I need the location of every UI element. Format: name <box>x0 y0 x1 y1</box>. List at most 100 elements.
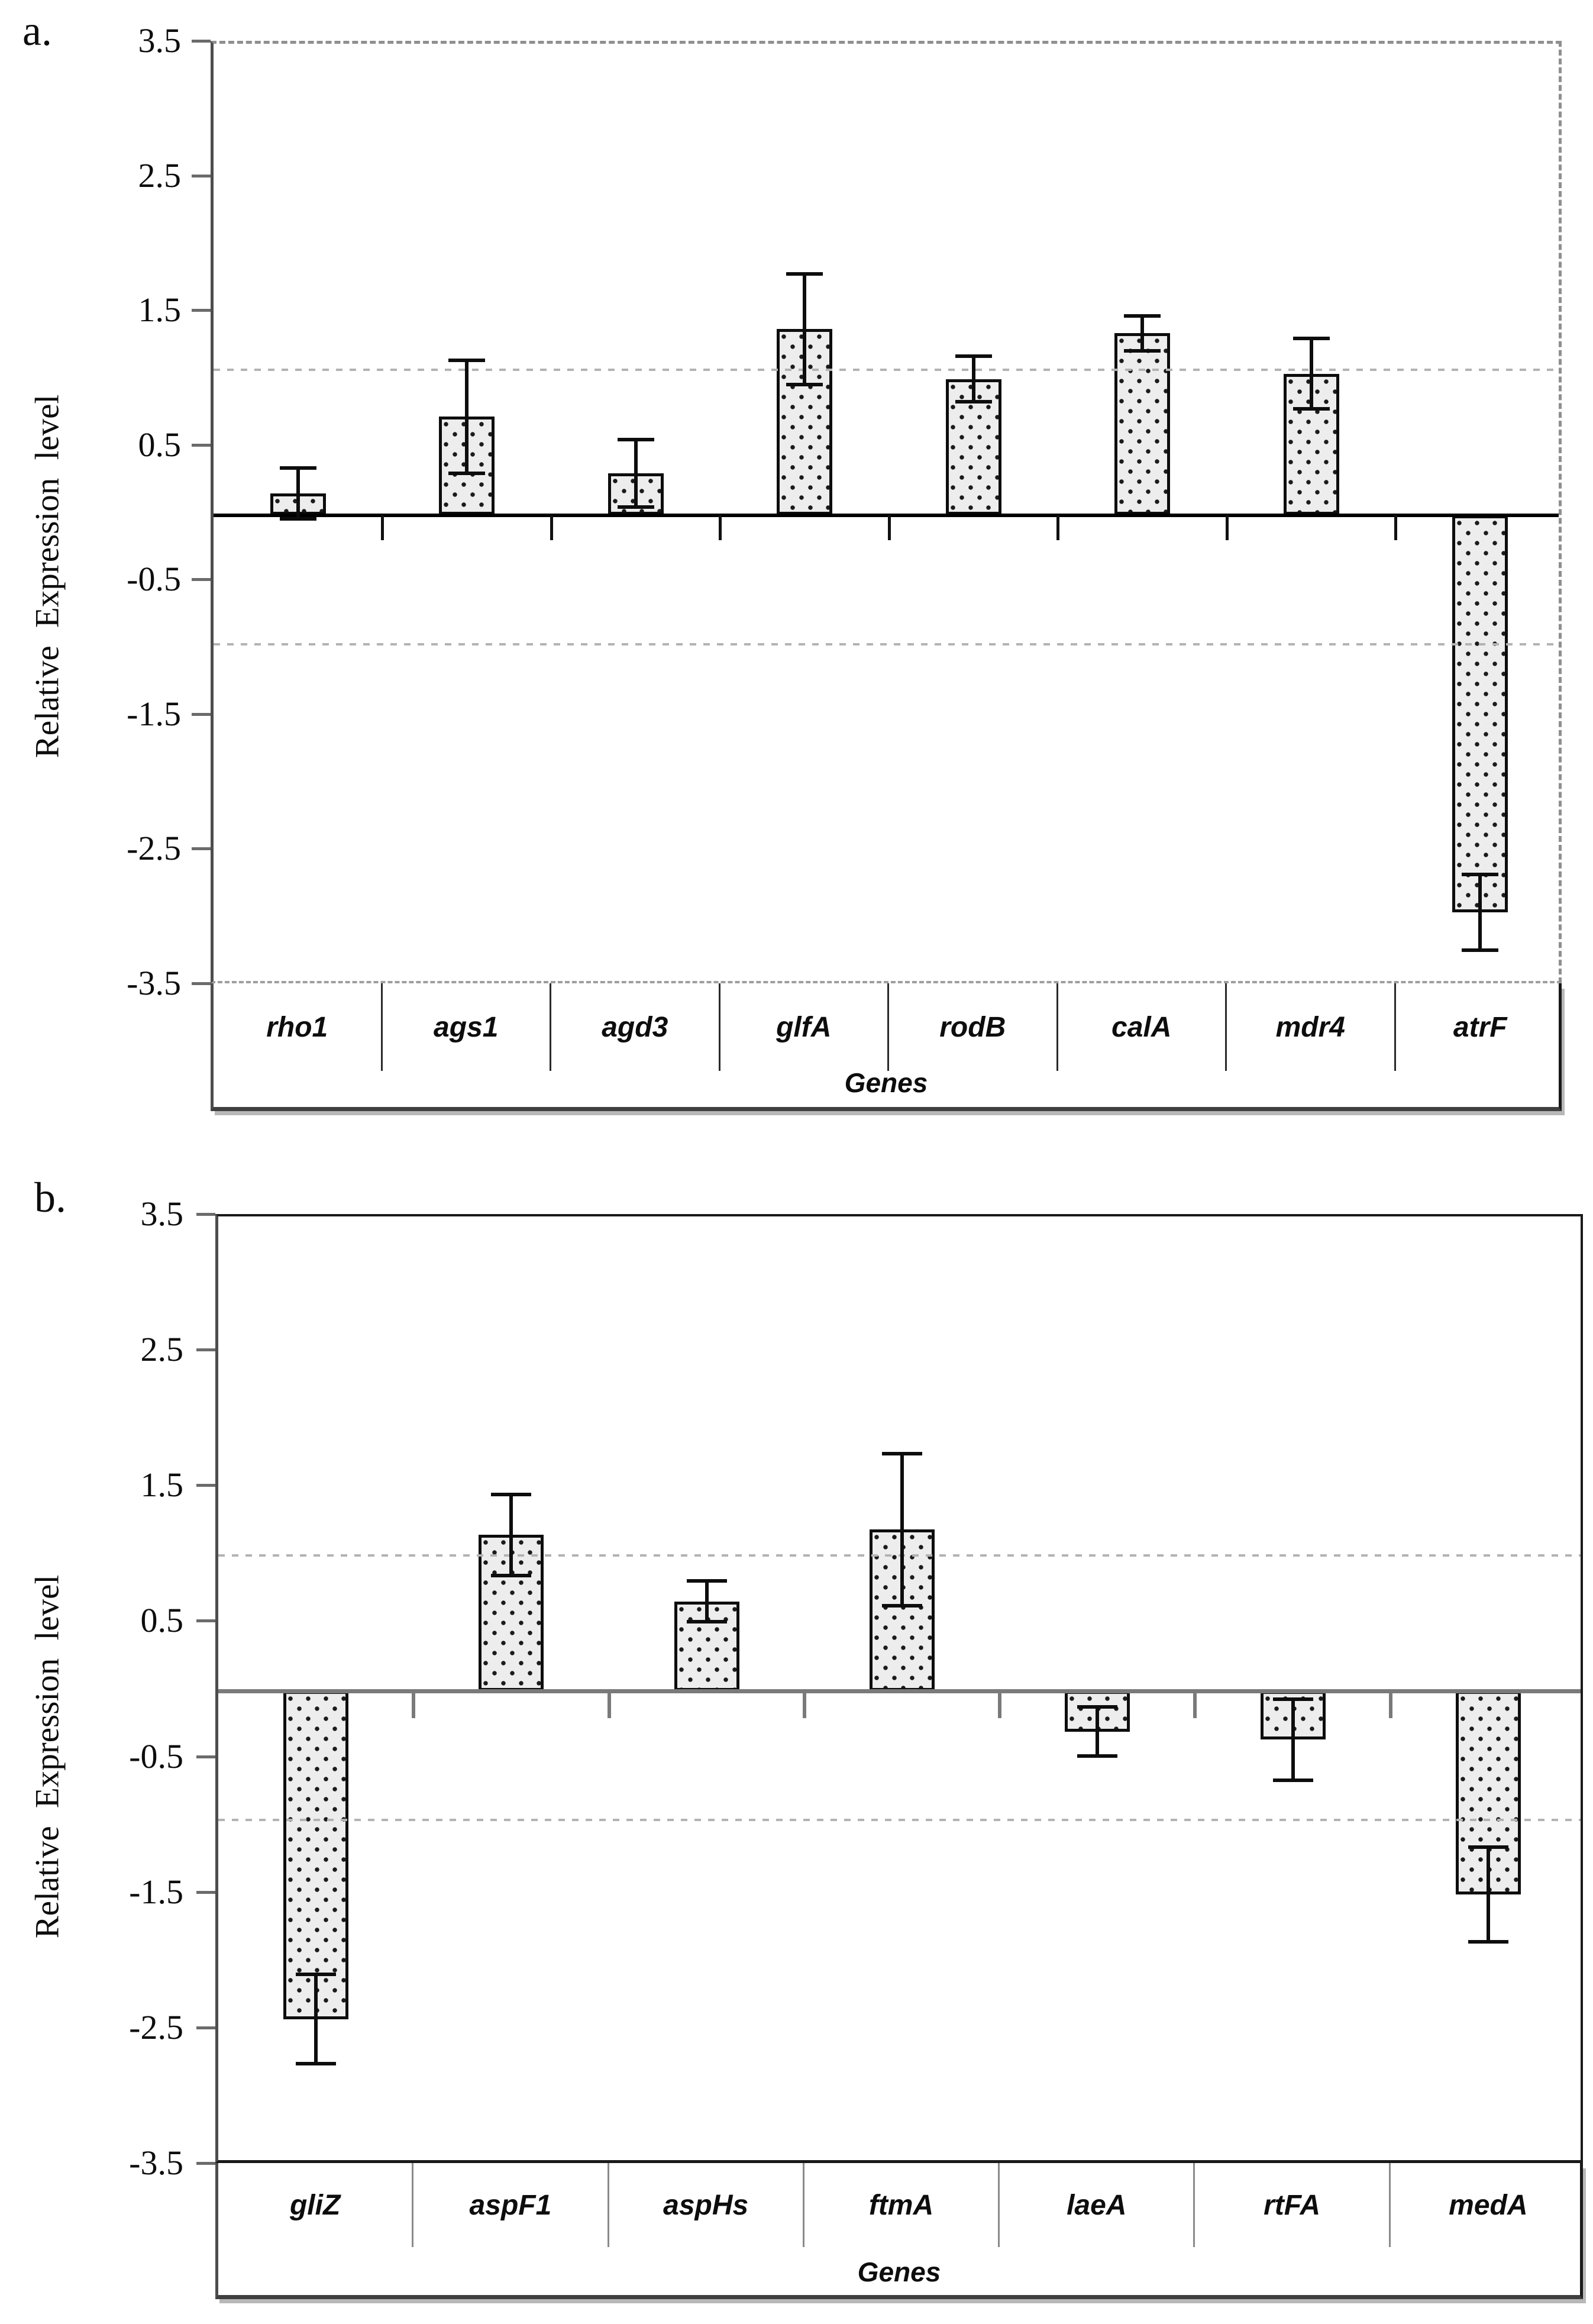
gene-label-rodB: rodB <box>939 1011 1006 1043</box>
x-axis-baseline <box>214 513 1559 517</box>
x-axis-title: Genes <box>844 1067 928 1098</box>
gene-cell-rtFA: rtFA <box>1195 2163 1391 2247</box>
x-axis-tick <box>550 515 553 540</box>
x-axis-tick <box>1394 515 1397 540</box>
error-bar-glfA <box>803 274 807 385</box>
error-cap-top-aspHs <box>686 1579 727 1583</box>
plot-area <box>215 1214 1583 2163</box>
error-cap-bottom-atrF <box>1462 948 1499 952</box>
error-bar-rodB <box>971 356 975 402</box>
panel-letter-a: a. <box>22 7 52 54</box>
x-axis-tick <box>381 515 384 540</box>
y-tick-mark <box>192 443 211 447</box>
y-tick-mark <box>196 1484 215 1487</box>
gene-label-aspF1: aspF1 <box>469 2189 552 2221</box>
error-bar-atrF <box>1478 874 1482 950</box>
error-bar-mdr4 <box>1309 338 1313 409</box>
gene-cell-aspF1: aspF1 <box>413 2163 609 2247</box>
gene-label-rho1: rho1 <box>266 1011 328 1043</box>
y-tick-label: 2.5 <box>138 156 182 195</box>
gene-cell-rodB: rodB <box>889 983 1058 1071</box>
y-tick-label: 1.5 <box>138 290 182 330</box>
y-tick-mark <box>196 1213 215 1216</box>
plot-area <box>211 41 1562 983</box>
x-axis-tick <box>412 1691 416 1718</box>
error-cap-bottom-medA <box>1468 1939 1508 1944</box>
error-bar-medA <box>1486 1847 1490 1942</box>
gene-cell-rho1: rho1 <box>214 983 383 1071</box>
error-cap-bottom-rodB <box>955 400 992 404</box>
error-bar-ags1 <box>465 360 469 473</box>
y-tick-label: -1.5 <box>129 1872 183 1911</box>
x-axis-tick <box>607 1691 611 1718</box>
gene-label-rtFA: rtFA <box>1264 2189 1321 2221</box>
x-axis-tick <box>719 515 722 540</box>
error-cap-top-rho1 <box>279 466 316 470</box>
y-tick-mark <box>196 2162 215 2165</box>
x-axis-baseline <box>218 1689 1581 1693</box>
error-bar-rtFA <box>1291 1699 1295 1781</box>
x-axis-tick <box>802 1691 806 1718</box>
reference-line-upper <box>218 1554 1581 1557</box>
error-cap-bottom-glfA <box>786 382 823 386</box>
gene-cell-ftmA: ftmA <box>804 2163 1000 2247</box>
reference-line-upper <box>214 368 1559 371</box>
y-tick-mark <box>192 40 211 43</box>
gene-label-agd3: agd3 <box>602 1011 668 1043</box>
y-tick-label: 3.5 <box>140 1195 184 1233</box>
x-axis-tick <box>1193 1691 1197 1718</box>
gene-cell-medA: medA <box>1391 2163 1586 2247</box>
x-axis-label-box: gliZ aspF1 aspHs ftmA laeA rtFA medA <box>215 2163 1583 2299</box>
error-cap-top-glfA <box>786 272 823 276</box>
y-tick-mark <box>196 1619 215 1623</box>
reference-line-lower <box>218 1818 1581 1821</box>
error-cap-top-medA <box>1468 1845 1508 1849</box>
gene-cell-mdr4: mdr4 <box>1227 983 1396 1071</box>
reference-line-lower <box>214 643 1559 645</box>
error-cap-top-laeA <box>1077 1705 1118 1709</box>
error-cap-bottom-gliZ <box>296 2062 337 2066</box>
gene-label-laeA: laeA <box>1067 2189 1127 2221</box>
gene-cell-atrF: atrF <box>1396 983 1565 1071</box>
gene-cell-gliZ: gliZ <box>218 2163 414 2247</box>
x-axis-tick <box>998 1691 1002 1718</box>
error-cap-bottom-calA <box>1124 348 1161 353</box>
y-tick-mark <box>192 309 211 312</box>
y-tick-label: -0.5 <box>129 1736 183 1776</box>
error-cap-bottom-aspHs <box>686 1620 727 1624</box>
error-cap-bottom-laeA <box>1077 1754 1118 1758</box>
y-tick-mark <box>196 1755 215 1758</box>
error-cap-top-atrF <box>1462 873 1499 877</box>
error-cap-top-calA <box>1124 314 1161 318</box>
error-cap-bottom-mdr4 <box>1293 406 1330 411</box>
x-axis-title: Genes <box>857 2257 941 2287</box>
error-bar-laeA <box>1096 1707 1100 1756</box>
y-tick-label: -2.5 <box>127 829 181 868</box>
error-cap-bottom-rho1 <box>279 517 316 521</box>
y-tick-label: -3.5 <box>127 964 181 1002</box>
y-tick-label: 0.5 <box>138 425 182 464</box>
x-axis-tick <box>1056 515 1059 540</box>
y-tick-label: -1.5 <box>127 694 181 733</box>
error-cap-bottom-rtFA <box>1272 1778 1313 1783</box>
y-tick-label: 2.5 <box>140 1330 184 1369</box>
y-tick-label: -2.5 <box>129 2007 183 2047</box>
gene-label-aspHs: aspHs <box>663 2189 749 2221</box>
gene-cell-calA: calA <box>1058 983 1227 1071</box>
y-tick-label: -3.5 <box>129 2144 183 2182</box>
y-tick-mark <box>192 712 211 716</box>
bar-gliZ <box>283 1691 349 2019</box>
error-cap-bottom-ftmA <box>882 1603 922 1608</box>
error-cap-top-ags1 <box>448 358 486 362</box>
error-cap-top-rodB <box>955 354 992 358</box>
error-bar-aspHs <box>705 1581 709 1622</box>
error-bar-aspF1 <box>509 1494 513 1576</box>
error-bar-gliZ <box>314 1974 318 2064</box>
gene-label-calA: calA <box>1111 1011 1172 1043</box>
error-cap-bottom-aspF1 <box>491 1574 532 1578</box>
y-tick-mark <box>192 982 211 985</box>
y-tick-label: -0.5 <box>127 560 181 599</box>
error-bar-calA <box>1140 315 1145 351</box>
y-tick-mark <box>192 847 211 851</box>
